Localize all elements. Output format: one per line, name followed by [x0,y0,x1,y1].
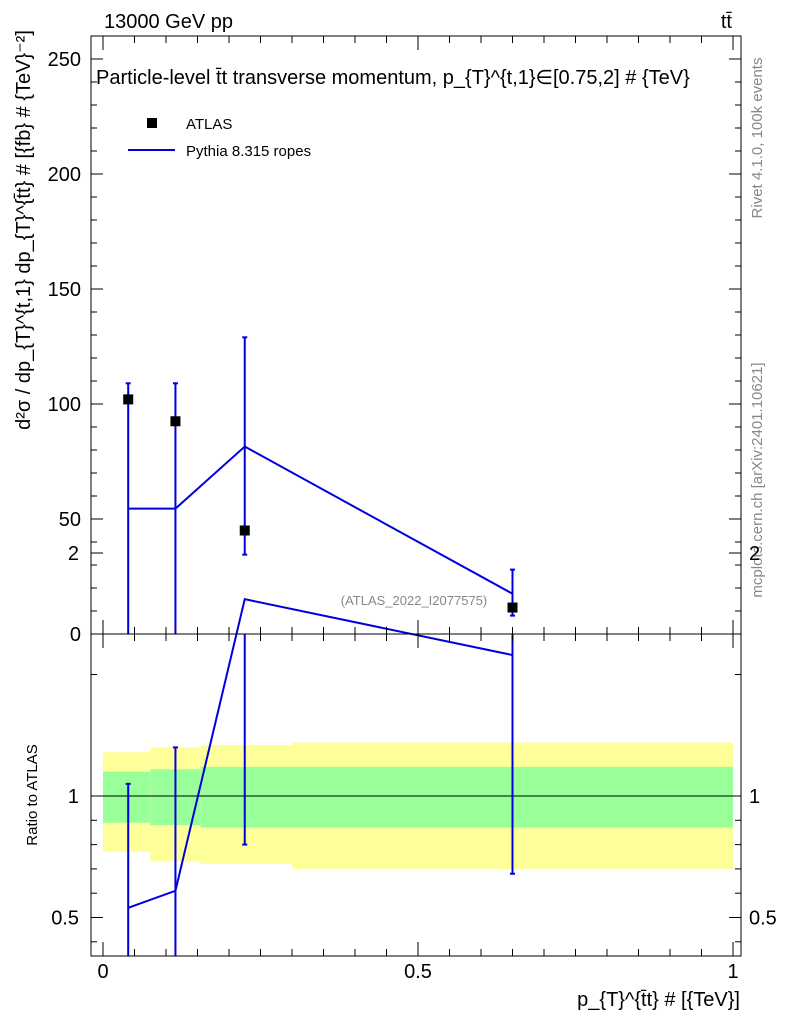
main-y-tick-label: 250 [48,49,81,71]
ratio-panel: 0.5 0.51 12 2 0 0.5 1 Ratio to ATLAS p_{T}^{t… [24,36,777,1011]
ratio-y-tick-label-right: 0.5 [749,908,777,930]
ratio-y-tick-label: 0.5 [51,908,79,930]
green-band [103,771,151,823]
ratio-line [127,597,513,909]
energy-label: 13000 GeV pp [104,11,233,33]
ratio-bands [103,742,733,869]
watermark: (ATLAS_2022_I2077575) [341,593,487,608]
main-y-tick-label: 0 [70,624,81,646]
atlas-point [507,602,518,613]
atlas-point [170,416,181,427]
main-y-tick-label: 150 [48,279,81,301]
ratio-frame [90,633,742,957]
legend-atlas-marker [147,118,157,128]
main-series [123,336,518,634]
ratio-y-label: Ratio to ATLAS [24,744,41,845]
ratio-series [125,597,515,956]
main-y-tick-label: 100 [48,394,81,416]
pythia-line [128,445,513,595]
legend: ATLAS Pythia 8.315 ropes [128,116,311,160]
main-y-label: d²σ / dp_{T}^{t,1} dp_{T}^{t̄t} # [{fb} … [13,30,35,430]
mcplots-label: mcplots.cern.ch [arXiv:2401.10621] [749,362,766,597]
legend-atlas-label: ATLAS [186,116,232,133]
atlas-point [123,394,134,405]
green-band [200,766,292,828]
main-y-ticks: 0 50 100 150 200 250 [48,49,741,646]
main-title: Particle-level t̄t transverse momentum, … [96,67,690,89]
legend-pythia-label: Pythia 8.315 ropes [186,143,311,160]
process-label: tt̄ [721,11,733,33]
ratio-y-tick-label-right: 1 [749,786,760,808]
ratio-y-tick-label-right: 2 [749,543,760,565]
x-axis-label: p_{T}^{t̄t} # [{TeV}] [577,989,740,1011]
x-ticks: 0 0.5 1 [97,36,739,983]
ratio-y-tick-label: 2 [68,543,79,565]
main-panel: 0 50 100 150 200 250 Particle-level t̄t trans… [13,30,742,646]
x-tick-label: 1 [727,961,738,983]
main-y-tick-label: 200 [48,164,81,186]
rivet-label: Rivet 4.1.0, 100k events [749,58,766,219]
x-tick-label: 0 [97,961,108,983]
ratio-y-ticks: 0.5 0.5 1 1 2 2 [51,543,777,943]
atlas-point [239,525,250,536]
main-y-tick-label: 50 [59,509,81,531]
ratio-y-tick-label: 1 [68,786,79,808]
x-tick-label: 0.5 [404,961,432,983]
